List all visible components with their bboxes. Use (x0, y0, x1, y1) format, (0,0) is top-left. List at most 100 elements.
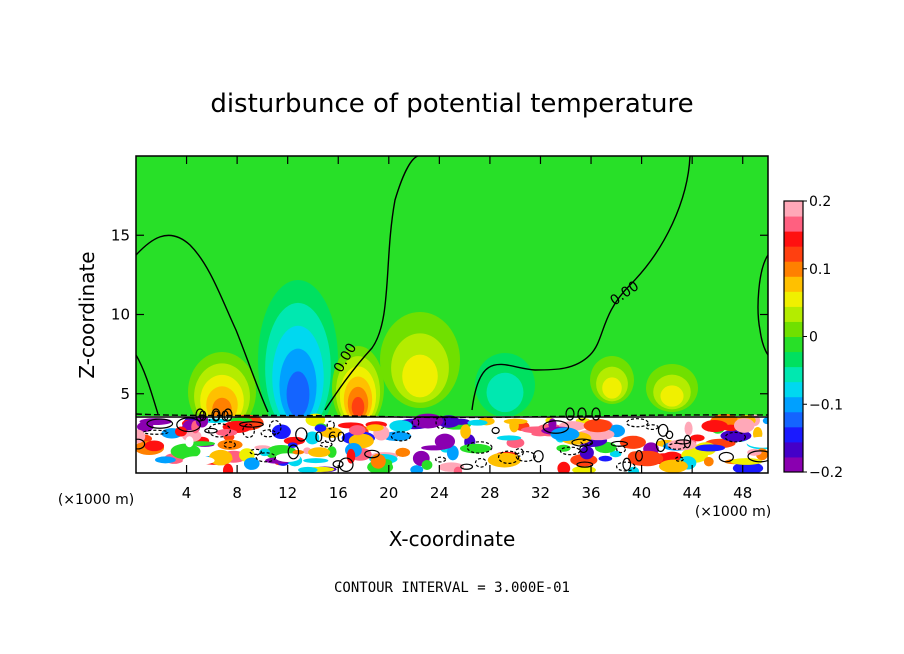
surface-eddy (509, 418, 519, 433)
surface-eddy (254, 445, 271, 450)
colorbar-swatch (784, 456, 803, 473)
surface-eddy (410, 465, 424, 473)
surface-eddy (487, 452, 521, 468)
y-axis-label: Z-coordinate (75, 251, 99, 378)
surface-eddy (583, 418, 612, 433)
surface-eddy (684, 421, 693, 436)
contour-loop (364, 449, 380, 459)
contour-loop (724, 431, 747, 443)
surface-eddy (187, 441, 216, 446)
colorbar-swatch (784, 441, 803, 458)
surface-eddy (460, 424, 471, 439)
anomaly-patch (351, 396, 365, 418)
contour-loop (565, 407, 575, 421)
x-tick-label: 4 (182, 484, 192, 502)
colorbar-swatch (784, 231, 803, 247)
contour-loop (542, 420, 570, 434)
surface-eddy (631, 450, 664, 467)
contour-loop (435, 415, 447, 430)
contour-loop (390, 431, 412, 442)
contour-loop (239, 421, 264, 428)
contour-loop (747, 450, 768, 463)
surface-eddy (222, 463, 234, 473)
contour-loop (211, 408, 221, 422)
x-tick-label: 20 (379, 484, 398, 502)
colorbar-swatch (784, 336, 803, 353)
x-unit-right: (×1000 m) (695, 504, 771, 520)
chart-title: disturbunce of potential temperature (210, 89, 693, 119)
colorbar-swatch (784, 426, 803, 443)
x-tick-label: 48 (733, 484, 752, 502)
colorbar-swatch (784, 201, 803, 217)
surface-eddy (154, 456, 176, 464)
surface-eddy (182, 456, 215, 465)
contour-loop (657, 423, 669, 437)
contour-interval-note: CONTOUR INTERVAL = 3.000E-01 (334, 580, 570, 596)
contour-loop (491, 426, 500, 435)
surface-eddy (320, 427, 343, 439)
surface-eddy (303, 458, 329, 464)
surface-eddy (389, 420, 413, 432)
anomaly-patch (286, 371, 310, 418)
contour-loop (326, 420, 335, 430)
surface-eddy (434, 433, 456, 449)
boundary-contour (136, 413, 768, 419)
contour-loop (287, 444, 300, 460)
surface-eddy (703, 456, 714, 467)
colorbar-swatch (784, 396, 803, 413)
contour-loop (204, 427, 218, 434)
contour-loop (533, 450, 544, 463)
colorbar-swatch (784, 321, 803, 337)
anomaly-patch (660, 385, 684, 407)
surface-eddy (136, 429, 146, 444)
x-tick-label: 12 (278, 484, 297, 502)
colorbar-swatch (784, 411, 803, 428)
surface-eddy (215, 456, 233, 462)
surface-eddy (395, 447, 411, 458)
contour-loop (435, 456, 447, 463)
anomaly-patch (486, 372, 524, 413)
contour-loop (338, 457, 354, 473)
contour-loop (411, 417, 420, 428)
colorbar-swatch (784, 246, 803, 262)
surface-eddy (314, 424, 327, 432)
contour-loop (474, 457, 488, 468)
colorbar-tick-label: 0.1 (809, 262, 831, 278)
colorbar: 0.2 0.1 0 −0.1 −0.2 (783, 194, 843, 481)
contour-loop (625, 418, 649, 428)
zero-contour-left-lower (136, 354, 159, 415)
zero-contour-right (471, 156, 691, 411)
contour-loop (577, 407, 587, 421)
surface-eddy (185, 436, 194, 448)
colorbar-swatch (784, 261, 803, 277)
surface-eddy (453, 466, 463, 473)
colorbar-swatch (784, 381, 803, 398)
contour-loop (195, 408, 205, 422)
surface-eddy (308, 447, 331, 458)
zero-contour-center (324, 156, 419, 411)
anomaly-patch (402, 354, 438, 398)
colorbar-swatch (784, 351, 803, 368)
contour-loop (576, 461, 594, 468)
contour-loop (255, 452, 277, 463)
surface-eddy (346, 448, 356, 464)
x-tick-label: 36 (581, 484, 600, 502)
contour-loop (176, 417, 201, 433)
surface-eddy (170, 443, 201, 460)
plot-area (136, 156, 768, 473)
surface-eddy (598, 455, 613, 462)
surface-eddy (572, 466, 596, 473)
contour-loop (497, 450, 520, 465)
contour-loop (635, 450, 643, 462)
surface-eddy (283, 436, 306, 445)
surface-eddy (271, 424, 291, 440)
surface-eddy (366, 424, 384, 432)
x-tick-label: 16 (329, 484, 348, 502)
x-tick-label: 32 (531, 484, 550, 502)
contour-loop (268, 419, 282, 435)
contour-loop (615, 461, 636, 472)
surface-eddy (348, 425, 366, 436)
surface-eddy (305, 431, 320, 445)
